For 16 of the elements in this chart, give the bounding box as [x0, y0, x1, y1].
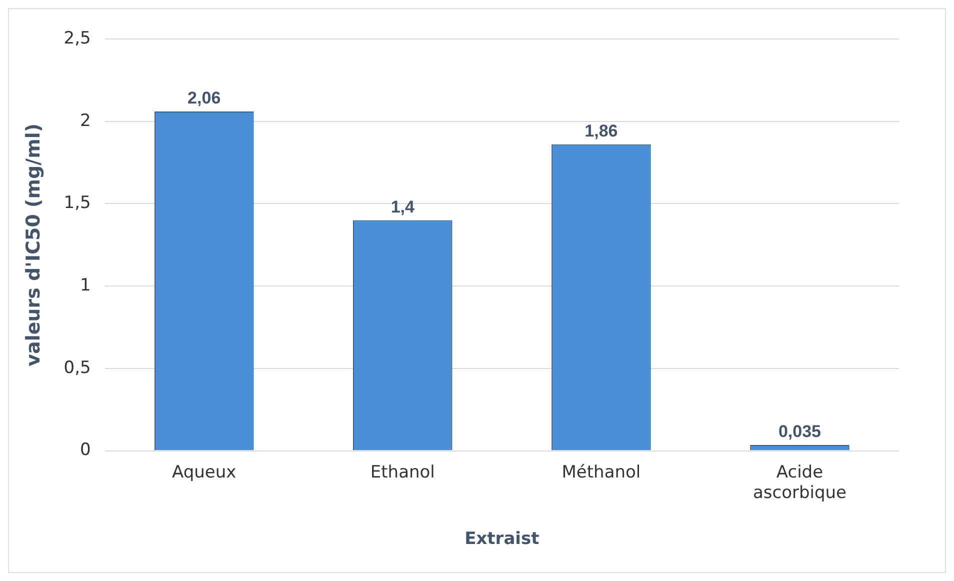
x-tick-label: Ethanol [370, 462, 435, 482]
y-tick-label: 1,5 [64, 193, 91, 214]
data-label: 1,86 [584, 122, 618, 141]
y-tick-label: 1 [80, 276, 91, 296]
x-tick-label: Aqueux [172, 462, 236, 482]
x-tick-label: Acide ascorbique [752, 462, 847, 503]
y-tick-label: 2 [80, 110, 91, 131]
x-axis-title: Extraist [464, 529, 540, 550]
y-axis-title: valeurs d'IC50 (mg/ml) [22, 123, 44, 366]
y-tick-label: 0,5 [64, 358, 91, 378]
x-tick-label: Méthanol [562, 462, 641, 482]
data-label: 2,06 [188, 88, 221, 108]
data-label: 1,4 [390, 197, 416, 216]
y-tick-label: 0 [80, 440, 91, 460]
data-label: 0,035 [778, 422, 822, 442]
y-tick-label: 2,5 [64, 28, 91, 48]
